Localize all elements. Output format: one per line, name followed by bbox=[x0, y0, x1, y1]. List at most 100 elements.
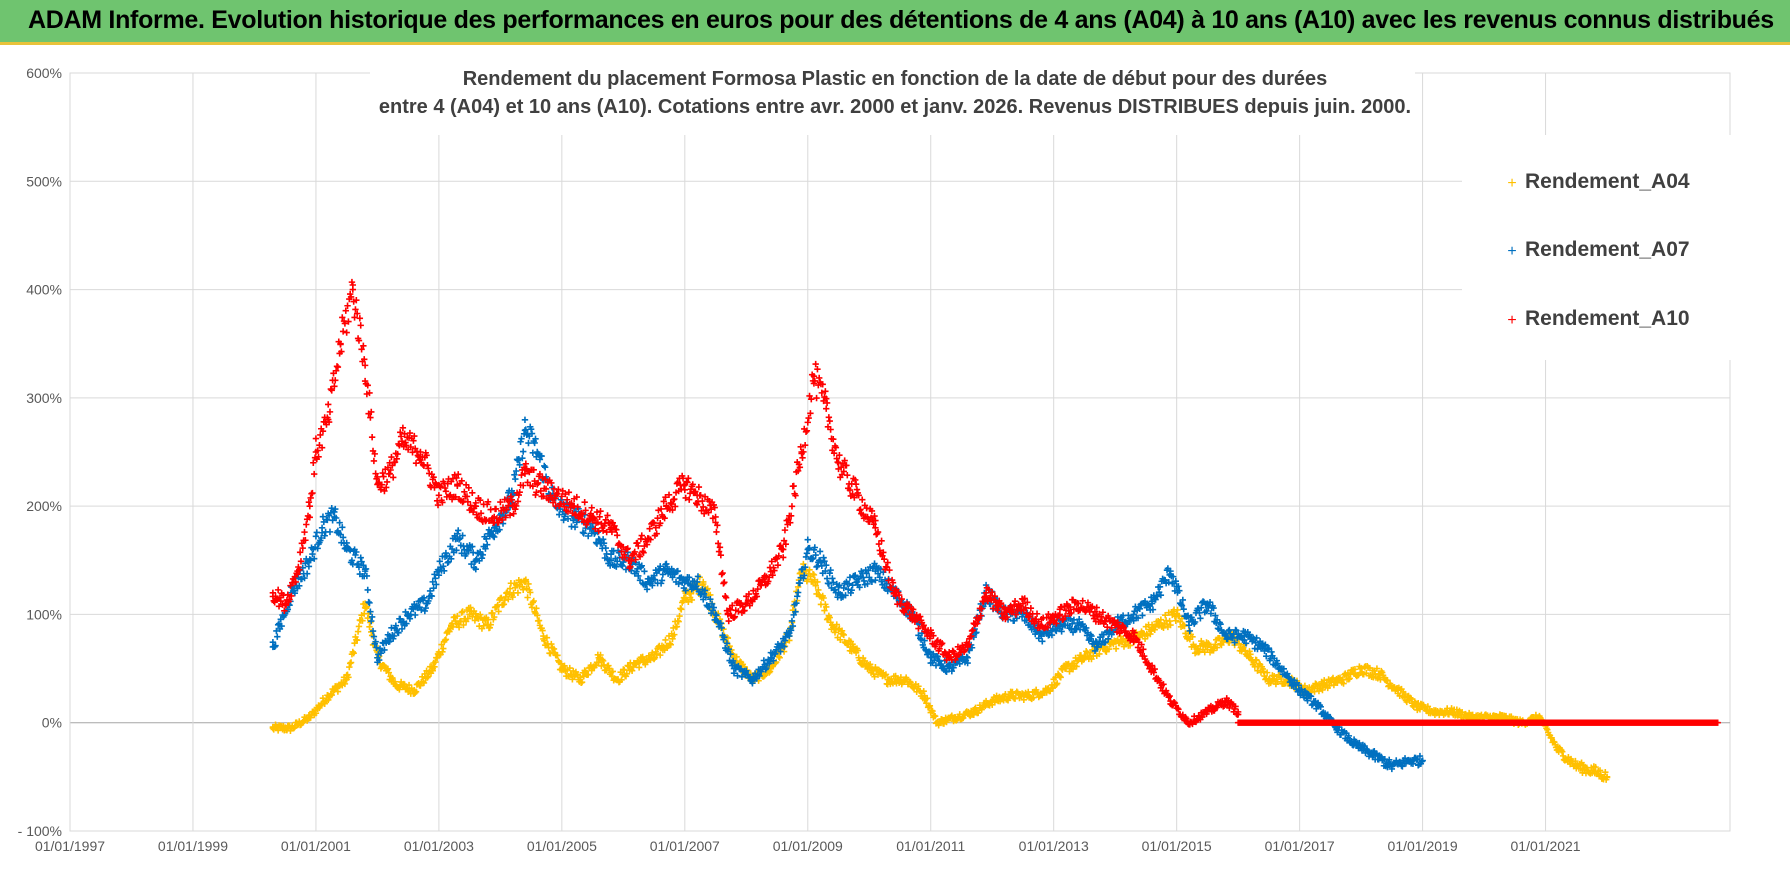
data-point bbox=[355, 564, 363, 571]
data-point bbox=[594, 528, 602, 536]
data-point bbox=[657, 563, 664, 570]
data-point bbox=[717, 619, 725, 627]
data-point bbox=[635, 664, 643, 671]
data-point bbox=[432, 575, 439, 582]
x-tick-label: 01/01/1999 bbox=[158, 838, 228, 854]
data-point bbox=[871, 673, 878, 680]
data-point bbox=[1007, 692, 1014, 699]
data-point bbox=[649, 649, 656, 657]
y-tick-label: 500% bbox=[26, 173, 62, 189]
data-point bbox=[788, 503, 796, 510]
data-point bbox=[1384, 677, 1391, 684]
data-point bbox=[500, 601, 508, 608]
data-point bbox=[329, 517, 336, 524]
data-point bbox=[1319, 686, 1326, 694]
data-point bbox=[669, 632, 676, 640]
data-point bbox=[1339, 676, 1346, 683]
data-point bbox=[366, 599, 373, 607]
data-point bbox=[525, 439, 532, 447]
data-point bbox=[301, 528, 308, 536]
data-point bbox=[1039, 638, 1046, 645]
data-point bbox=[827, 566, 834, 574]
data-point bbox=[1573, 762, 1580, 770]
data-point bbox=[650, 654, 658, 661]
data-point bbox=[673, 623, 681, 630]
data-point bbox=[632, 659, 639, 667]
data-point bbox=[585, 532, 592, 540]
data-point bbox=[1077, 652, 1085, 659]
data-point bbox=[326, 408, 334, 416]
data-point bbox=[1112, 645, 1120, 652]
data-point bbox=[815, 586, 822, 594]
data-point bbox=[813, 394, 820, 402]
data-point bbox=[558, 665, 566, 672]
data-point bbox=[509, 593, 516, 601]
data-point bbox=[1592, 763, 1599, 771]
data-point bbox=[634, 565, 641, 572]
data-point bbox=[694, 573, 702, 580]
y-tick-label: 200% bbox=[26, 498, 62, 514]
data-point bbox=[439, 648, 446, 656]
data-point bbox=[708, 600, 716, 608]
data-point bbox=[820, 594, 827, 602]
data-point bbox=[417, 682, 424, 689]
data-point bbox=[1559, 752, 1567, 760]
data-point bbox=[325, 692, 332, 699]
data-point bbox=[1155, 622, 1162, 629]
data-point bbox=[482, 545, 489, 552]
data-point bbox=[424, 461, 431, 469]
data-point bbox=[835, 626, 842, 634]
chart-title-line-2: entre 4 (A04) et 10 ans (A10). Cotations… bbox=[379, 96, 1411, 118]
data-point bbox=[343, 676, 350, 683]
data-point bbox=[826, 417, 833, 425]
data-point bbox=[367, 608, 374, 615]
data-point bbox=[381, 646, 388, 654]
data-point bbox=[613, 558, 621, 565]
data-point bbox=[1141, 635, 1149, 642]
data-point bbox=[368, 617, 375, 625]
data-point bbox=[701, 587, 709, 594]
data-point bbox=[628, 667, 636, 674]
data-point bbox=[921, 692, 928, 699]
data-point bbox=[424, 674, 431, 681]
data-point bbox=[534, 612, 541, 619]
data-point bbox=[349, 648, 357, 656]
data-point bbox=[312, 435, 320, 442]
data-point bbox=[724, 634, 732, 642]
data-point bbox=[527, 425, 535, 433]
data-point bbox=[312, 709, 320, 717]
data-point bbox=[700, 578, 707, 586]
data-point bbox=[395, 629, 402, 637]
header-banner: ADAM Informe. Evolution historique des p… bbox=[0, 0, 1790, 45]
data-point bbox=[641, 568, 648, 575]
data-point bbox=[346, 660, 354, 667]
data-point bbox=[372, 638, 379, 645]
data-point bbox=[533, 605, 540, 612]
data-point bbox=[428, 592, 436, 600]
data-point bbox=[810, 578, 818, 586]
data-point bbox=[695, 483, 703, 491]
y-tick-label: 600% bbox=[26, 65, 62, 81]
data-point bbox=[531, 439, 538, 447]
data-point bbox=[465, 547, 472, 554]
data-point bbox=[1096, 650, 1103, 658]
data-point bbox=[458, 609, 465, 616]
data-point bbox=[274, 633, 281, 640]
legend-marker-a04: + bbox=[1507, 175, 1516, 192]
data-point bbox=[1431, 708, 1439, 716]
data-point bbox=[1174, 606, 1181, 614]
data-point bbox=[366, 623, 373, 630]
data-point bbox=[720, 580, 727, 587]
data-point bbox=[299, 564, 306, 572]
data-point bbox=[638, 532, 645, 539]
data-point bbox=[1160, 624, 1167, 632]
data-point bbox=[686, 574, 693, 581]
data-point bbox=[370, 633, 378, 640]
data-point bbox=[619, 562, 626, 570]
data-point bbox=[613, 676, 621, 683]
data-point bbox=[514, 457, 522, 464]
data-point bbox=[765, 669, 773, 676]
data-point bbox=[1247, 654, 1254, 661]
legend-item-a10: + Rendement_A10 bbox=[1507, 307, 1689, 330]
data-point bbox=[952, 714, 959, 721]
